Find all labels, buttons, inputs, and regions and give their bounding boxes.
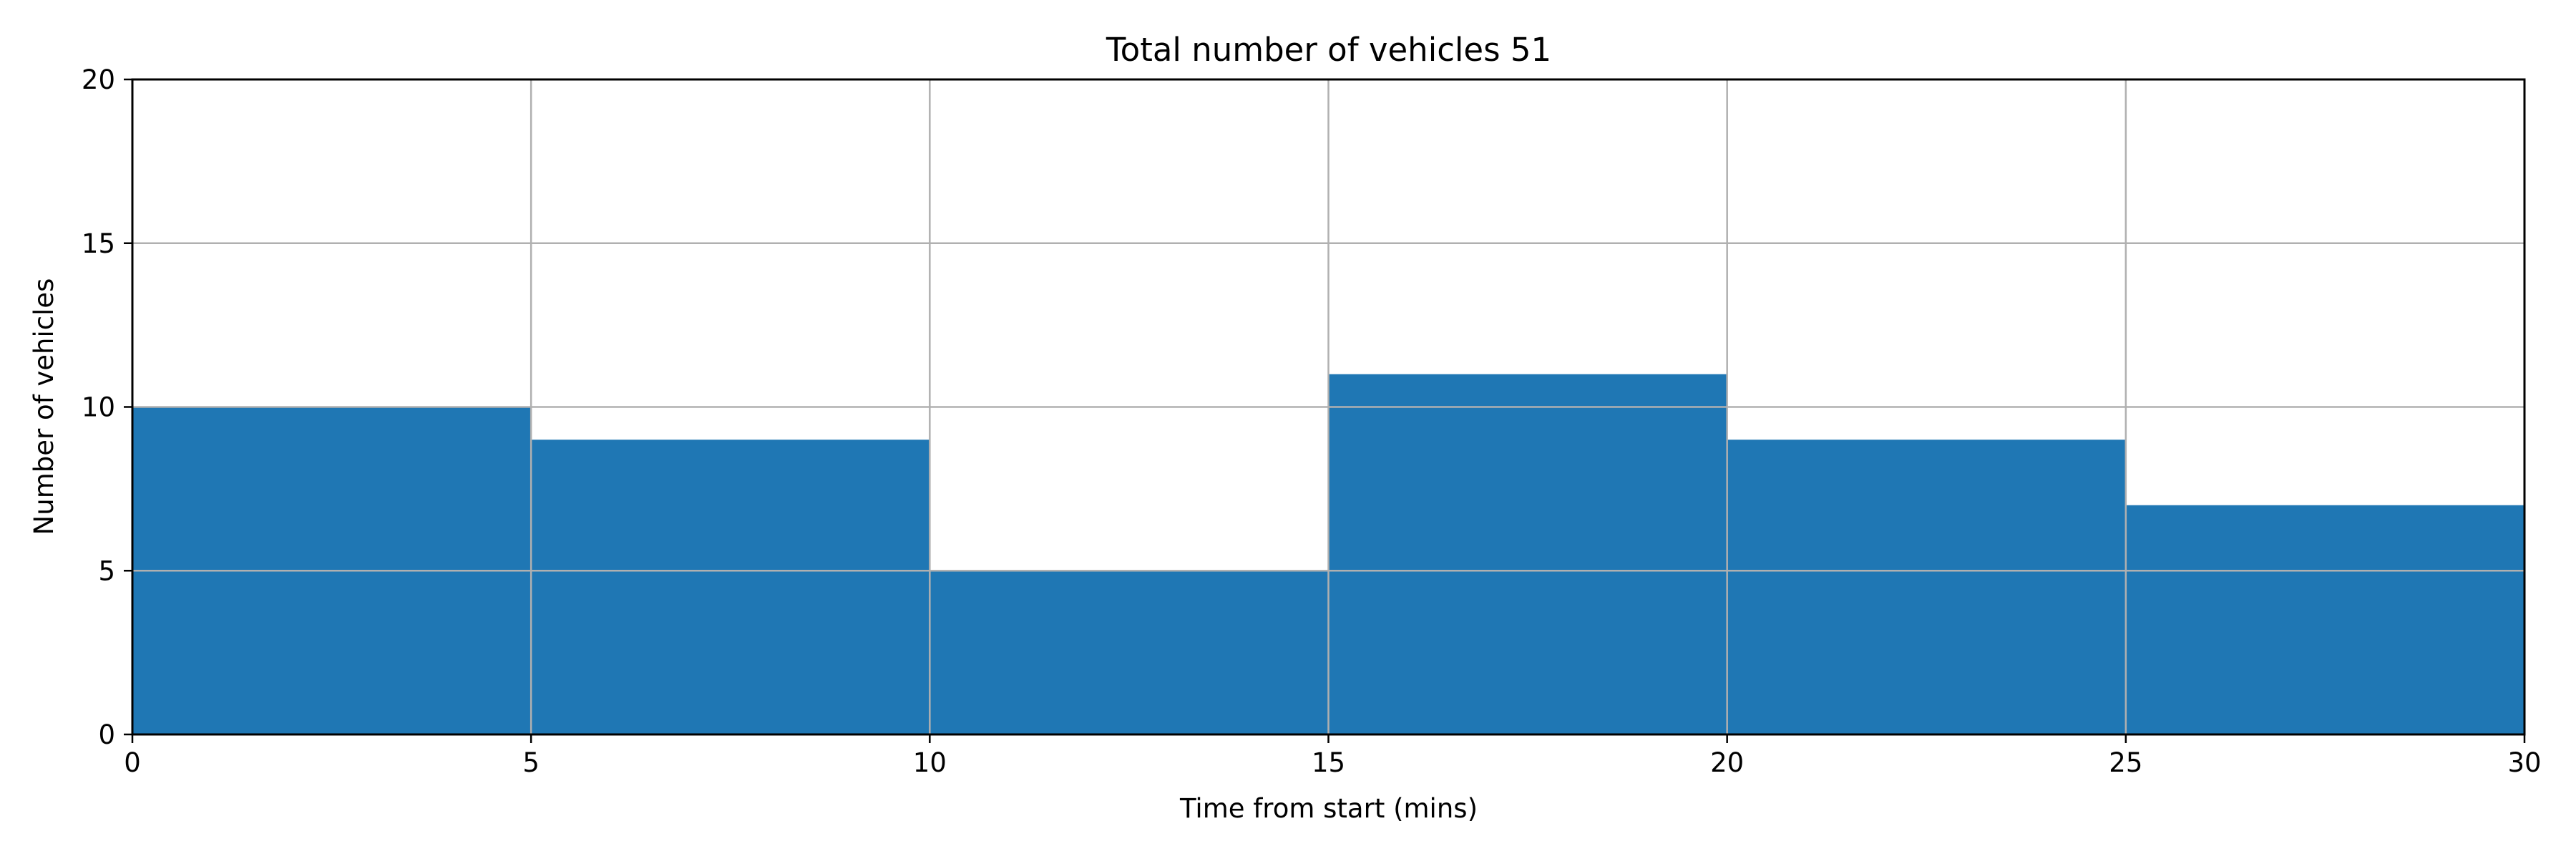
chart-title: Total number of vehicles 51	[1106, 31, 1551, 69]
y-tick-label: 20	[82, 64, 115, 95]
x-tick-label: 30	[2507, 747, 2541, 778]
y-tick-label: 5	[98, 555, 115, 586]
x-tick-label: 0	[124, 747, 141, 778]
x-tick-label: 15	[1312, 747, 1345, 778]
y-axis-label: Number of vehicles	[29, 278, 59, 535]
y-tick-label: 10	[82, 392, 115, 423]
x-tick-label: 20	[1710, 747, 1744, 778]
bar-5-10	[531, 440, 930, 734]
x-axis-label: Time from start (mins)	[1179, 793, 1478, 824]
y-tick-label: 0	[98, 719, 115, 750]
x-tick-label: 10	[913, 747, 947, 778]
y-ticks-group: 0 5 10 15 20	[82, 64, 132, 750]
x-tick-label: 5	[522, 747, 540, 778]
bar-15-20	[1328, 374, 1727, 734]
bar-10-15	[930, 571, 1329, 734]
y-tick-label: 15	[82, 228, 115, 259]
x-tick-label: 25	[2109, 747, 2142, 778]
bar-20-25	[1727, 440, 2126, 734]
bar-25-30	[2125, 505, 2524, 734]
x-ticks-group: 0 5 10 15 20 25 30	[124, 734, 2542, 778]
